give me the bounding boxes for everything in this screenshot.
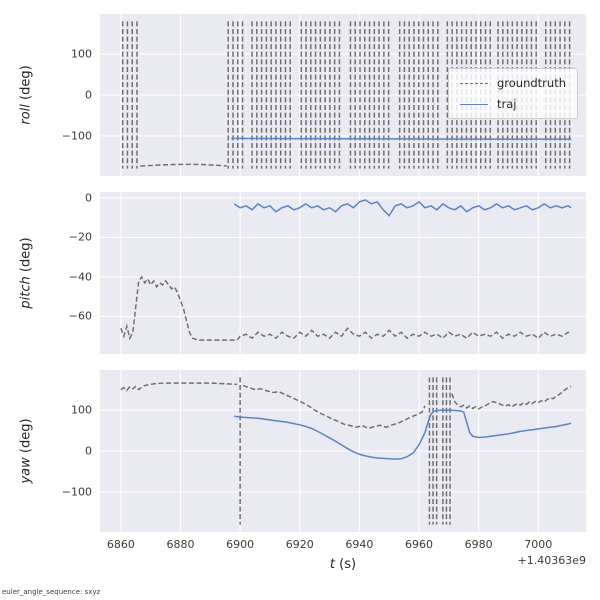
legend-entry-groundtruth: groundtruth (459, 76, 566, 90)
pitch-axis-label: pitch (deg) (19, 237, 34, 308)
roll-y-tick-label: −100 (61, 129, 92, 143)
roll-axis-label-var: roll (18, 104, 34, 125)
yaw-y-tick-label: −100 (61, 485, 92, 499)
x-axis-label-unit: (s) (335, 557, 357, 572)
traj-line-sample-icon (459, 103, 488, 105)
yaw-plot-canvas (100, 370, 586, 532)
x-tick-label: 6860 (106, 538, 135, 551)
pitch-axes: 0 −20 −40 −60 (69, 191, 586, 354)
x-tick-label: 7000 (524, 538, 553, 551)
x-tick-label: 6940 (345, 538, 374, 551)
roll-axis-label-unit: (deg) (18, 65, 34, 105)
yaw-y-tick-label: 0 (85, 444, 92, 458)
pitch-y-tick-label: −20 (68, 230, 92, 244)
yaw-axis-label-var: yaw (18, 457, 34, 484)
roll-axis-label: roll (deg) (19, 65, 34, 124)
x-tick-label: 6920 (285, 538, 314, 551)
legend-label-traj: traj (496, 97, 517, 111)
roll-y-tick-label: 0 (85, 88, 92, 102)
pitch-y-tick-label: −60 (68, 309, 92, 323)
x-tick-label: 6880 (166, 538, 195, 551)
pitch-axis-label-unit: (deg) (18, 237, 34, 277)
x-tick-label: 6980 (464, 538, 493, 551)
x-tick-label: 6960 (405, 538, 434, 551)
groundtruth-line-sample-icon (459, 82, 488, 84)
yaw-y-tick-label: 100 (71, 403, 92, 417)
yaw-axis-label: yaw (deg) (19, 418, 34, 483)
roll-axes: groundtruth traj 100 0 −100 (62, 14, 586, 176)
legend-label-groundtruth: groundtruth (496, 76, 566, 90)
euler-sequence-note: euler_angle_sequence: sxyz (2, 588, 101, 596)
x-axis-label-var: t (329, 557, 336, 572)
x-tick-labels: 6860 6880 6900 6920 6940 6960 6980 7000 (100, 538, 586, 554)
pitch-y-tick-label: 0 (85, 191, 92, 205)
legend: groundtruth traj (447, 68, 578, 119)
roll-y-tick-label: 100 (71, 47, 92, 61)
pitch-y-tick-label: −40 (68, 270, 92, 284)
legend-entry-traj: traj (459, 97, 566, 111)
yaw-axis-label-unit: (deg) (18, 418, 34, 458)
x-axis-label: t (s) (330, 557, 356, 572)
x-tick-label: 6900 (226, 538, 255, 551)
pitch-plot-canvas (100, 192, 586, 354)
pitch-axis-label-var: pitch (18, 276, 34, 309)
x-axis-offset-text: +1.40363e9 (517, 554, 586, 567)
yaw-axes: 100 0 −100 (62, 370, 586, 532)
